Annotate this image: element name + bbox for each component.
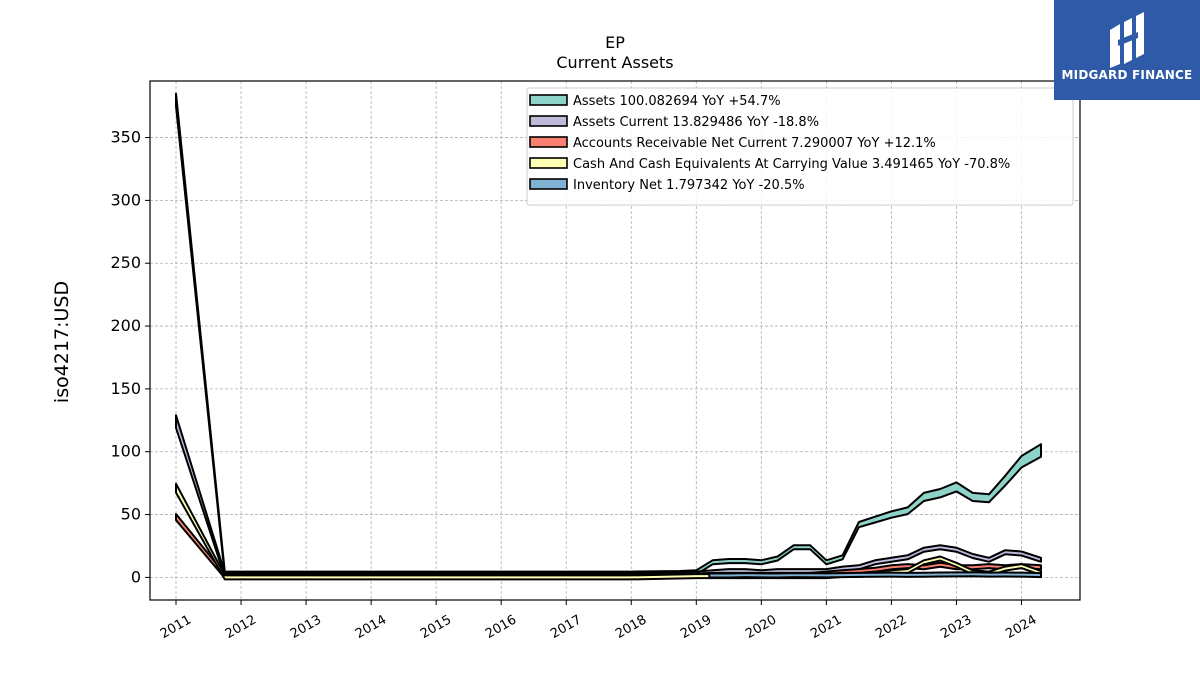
y-axis: 0 50 100 150 200 250 300 350 (110, 128, 150, 586)
y-tick-label: 300 (110, 190, 141, 209)
y-tick-label: 250 (110, 253, 141, 272)
legend-swatch (529, 115, 568, 127)
legend-swatch (529, 94, 568, 106)
legend-swatch (529, 157, 568, 169)
series-areas (175, 92, 1042, 581)
y-tick-label: 200 (110, 316, 141, 335)
y-tick-label: 50 (121, 505, 141, 524)
legend-box (526, 87, 1074, 206)
legend-entry: Assets 100.082694 YoY +54.7% (573, 94, 781, 109)
legend-entry: Accounts Receivable Net Current 7.290007… (573, 136, 936, 151)
legend-swatch (529, 136, 568, 148)
legend-entry: Assets Current 13.829486 YoY -18.8% (573, 115, 819, 130)
y-axis-label: iso4217:USD (51, 281, 73, 403)
legend-entry: Cash And Cash Equivalents At Carrying Va… (573, 157, 1010, 172)
y-tick-label: 150 (110, 379, 141, 398)
y-tick-label: 350 (110, 128, 141, 147)
y-tick-label: 0 (131, 567, 141, 586)
midgard-logo-icon (1110, 12, 1144, 68)
chart-title: EP (605, 33, 625, 52)
grid-lines (150, 81, 1080, 600)
y-tick-label: 100 (110, 442, 141, 461)
legend: Assets 100.082694 YoY +54.7% Assets Curre… (526, 87, 1074, 206)
plot-frame (149, 80, 1081, 601)
midgard-logo: MIDGARD FINANCE (1054, 0, 1200, 100)
chart-subtitle: Current Assets (556, 53, 673, 72)
legend-entry: Inventory Net 1.797342 YoY -20.5% (573, 178, 805, 193)
legend-swatch (529, 178, 568, 190)
series-area-4 (708, 571, 1042, 579)
logo-text: MIDGARD FINANCE (1061, 68, 1193, 82)
